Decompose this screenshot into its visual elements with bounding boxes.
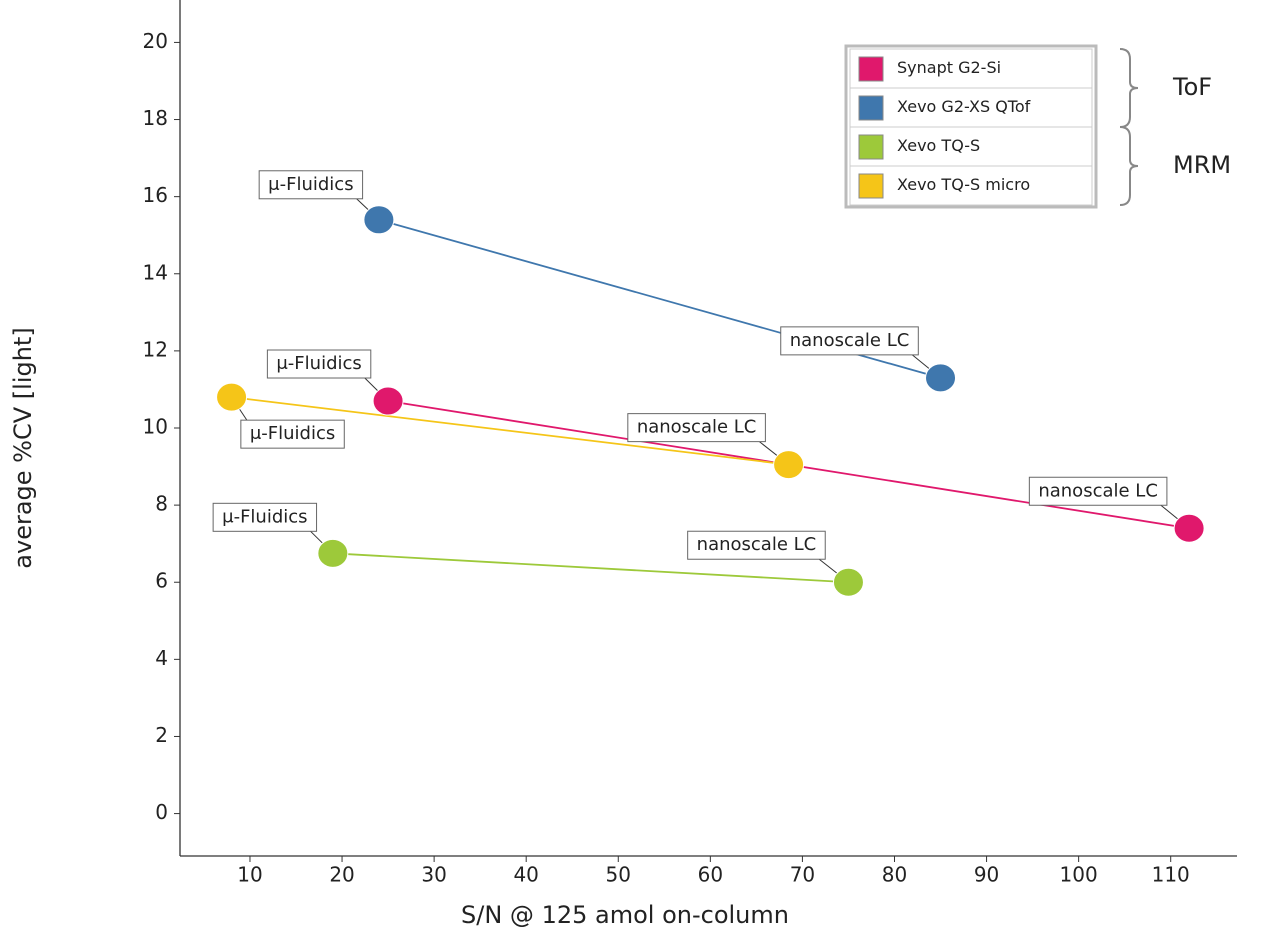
legend-group-label: MRM [1173,151,1231,179]
x-tick-label: 30 [421,863,446,887]
legend-swatch [859,96,883,120]
x-tick-label: 90 [974,863,999,887]
annotation: μ-Fluidics [267,350,388,401]
x-tick-label: 10 [237,863,262,887]
y-tick-label: 14 [143,260,168,284]
y-tick-label: 12 [143,337,168,361]
annotation: μ-Fluidics [213,503,333,553]
x-tick-label: 80 [882,863,907,887]
legend-label: Xevo TQ-S [897,136,980,155]
point [318,539,348,567]
annotation-label: nanoscale LC [1038,480,1158,501]
annotation: nanoscale LC [1029,477,1189,528]
x-tick-label: 110 [1152,863,1190,887]
annotation-label: nanoscale LC [790,330,910,351]
y-tick-label: 18 [143,106,168,130]
annotation: nanoscale LC [628,414,789,465]
y-tick-label: 6 [155,569,168,593]
point [1174,514,1204,542]
annotation-label: nanoscale LC [697,534,817,555]
y-tick-label: 16 [143,183,168,207]
y-tick-label: 20 [143,29,168,53]
annotation-label: μ-Fluidics [276,353,361,374]
x-tick-label: 20 [329,863,354,887]
y-tick-label: 2 [155,723,168,747]
y-tick-label: 0 [155,800,168,824]
point [833,568,863,596]
annotation-label: μ-Fluidics [268,174,353,195]
y-tick-label: 4 [155,646,168,670]
legend-label: Xevo TQ-S micro [897,175,1030,194]
annotation-label: μ-Fluidics [222,506,307,527]
legend-brace [1120,127,1138,205]
x-tick-label: 50 [606,863,631,887]
annotation-label: nanoscale LC [637,417,757,438]
point [364,206,394,234]
legend-swatch [859,57,883,81]
point [217,383,247,411]
legend-label: Xevo G2-XS QTof [897,97,1031,116]
x-tick-label: 60 [698,863,723,887]
point [774,451,804,479]
legend-swatch [859,174,883,198]
x-tick-label: 40 [513,863,538,887]
legend-group-label: ToF [1172,73,1212,101]
legend-label: Synapt G2-Si [897,58,1001,77]
point [373,387,403,415]
y-axis-title: average %CV [light] [9,327,37,568]
x-tick-label: 100 [1060,863,1098,887]
annotation-label: μ-Fluidics [250,423,335,444]
legend-brace [1120,49,1138,127]
annotation: μ-Fluidics [259,171,379,220]
x-tick-label: 70 [790,863,815,887]
point [926,364,956,392]
legend-swatch [859,135,883,159]
y-tick-label: 10 [143,415,168,439]
x-axis-title: S/N @ 125 amol on-column [461,901,789,929]
y-tick-label: 8 [155,492,168,516]
